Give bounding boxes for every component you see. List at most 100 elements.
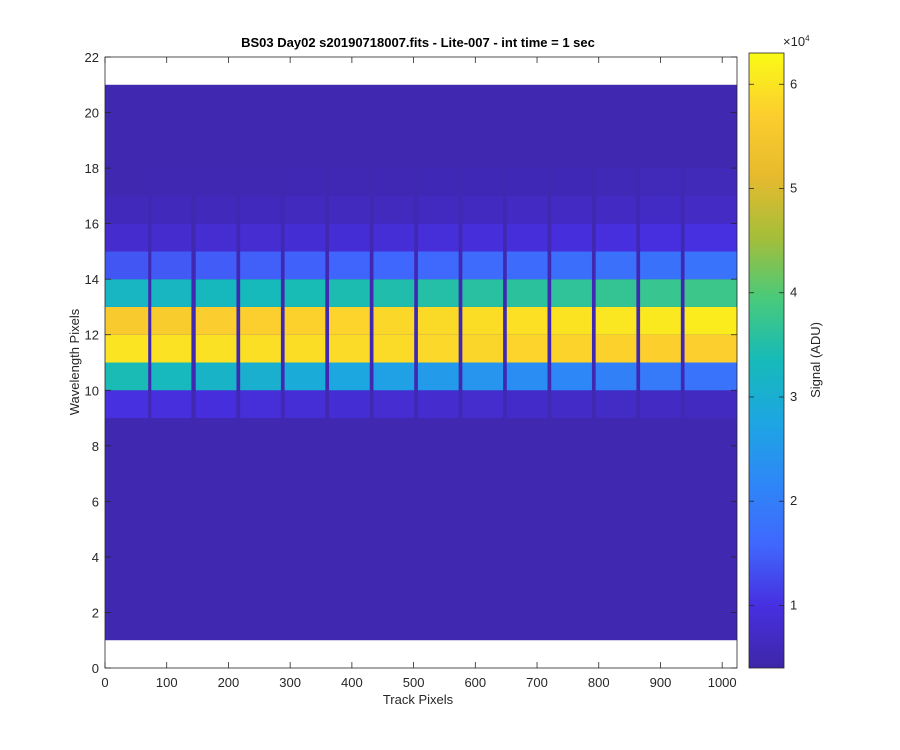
colorbar-tick-label: 3: [790, 389, 797, 404]
heatmap-cell: [551, 168, 592, 196]
heatmap-cell: [595, 251, 637, 280]
heatmap-cell: [595, 334, 637, 363]
heatmap-cell: [105, 195, 149, 224]
heatmap-cell: [284, 168, 326, 196]
heatmap-cell: [551, 195, 592, 224]
colorbar-tick-label: 4: [790, 285, 797, 300]
heatmap-cell: [595, 195, 637, 224]
heatmap-cell: [105, 223, 149, 252]
heatmap-cell: [105, 251, 149, 280]
heatmap-cell: [640, 362, 681, 391]
heatmap-cell: [329, 251, 370, 280]
y-tick-label: 22: [85, 50, 99, 65]
y-tick-label: 8: [92, 439, 99, 454]
heatmap-cell: [284, 279, 326, 307]
heatmap-cell: [551, 390, 592, 419]
heatmap-cell: [595, 279, 637, 307]
heatmap-cell: [506, 362, 548, 391]
heatmap-cell: [195, 279, 237, 307]
heatmap-cell: [506, 195, 548, 224]
heatmap-cell: [640, 390, 681, 419]
heatmap-cell: [373, 279, 415, 307]
heatmap-cell: [240, 195, 281, 224]
plot-frame: [104, 56, 738, 669]
x-tick-label: 700: [526, 675, 548, 690]
heatmap-cell: [284, 223, 326, 252]
heatmap-cell: [151, 279, 192, 307]
heatmap-cell: [684, 334, 737, 363]
heatmap-cell: [329, 168, 370, 196]
heatmap-cell: [595, 362, 637, 391]
y-tick-label: 14: [85, 272, 99, 287]
x-tick-label: 900: [650, 675, 672, 690]
heatmap-cell: [640, 251, 681, 280]
colorbar-scale-base: ×10: [783, 34, 805, 49]
heatmap-cell: [640, 195, 681, 224]
heatmap-cell: [506, 390, 548, 419]
heatmap-cell: [506, 334, 548, 363]
heatmap-cell: [284, 195, 326, 224]
heatmap-cell: [595, 168, 637, 196]
heatmap-cell: [684, 251, 737, 280]
heatmap-cell: [284, 306, 326, 335]
heatmap-cell: [329, 334, 370, 363]
colorbar-tick-label: 5: [790, 181, 797, 196]
colorbar-tick-label: 1: [790, 597, 797, 612]
heatmap-cell: [462, 362, 504, 391]
heatmap-cell: [684, 362, 737, 391]
heatmap-cell: [240, 334, 281, 363]
heatmap-cell: [640, 168, 681, 196]
heatmap-cell: [417, 362, 459, 391]
heatmap-cell: [417, 223, 459, 252]
colorbar-label: Signal (ADU): [808, 322, 823, 398]
y-tick-label: 6: [92, 494, 99, 509]
colorbar-tick-label: 2: [790, 493, 797, 508]
x-tick-label: 600: [464, 675, 486, 690]
heatmap-cell: [240, 223, 281, 252]
colorbar-gradient: [748, 52, 785, 669]
heatmap-cell: [240, 251, 281, 280]
x-axis-label: Track Pixels: [383, 692, 454, 707]
y-axis-label: Wavelength Pixels: [67, 308, 82, 415]
y-tick-label: 16: [85, 217, 99, 232]
chart-title: BS03 Day02 s20190718007.fits - Lite-007 …: [241, 35, 595, 50]
heatmap-cell: [551, 362, 592, 391]
heatmap-cell: [640, 279, 681, 307]
heatmap-cell: [462, 223, 504, 252]
heatmap-cell: [329, 390, 370, 419]
heatmap-cell: [151, 390, 192, 419]
heatmap-cell: [417, 279, 459, 307]
heatmap-cell: [151, 251, 192, 280]
heatmap-cell: [551, 279, 592, 307]
heatmap-cell: [105, 306, 149, 335]
heatmap-cell: [684, 195, 737, 224]
heatmap-cell: [506, 306, 548, 335]
heatmap-cell: [240, 279, 281, 307]
y-tick-label: 10: [85, 383, 99, 398]
heatmap-cell: [640, 306, 681, 335]
y-tick-label: 4: [92, 550, 99, 565]
heatmap-cell: [105, 279, 149, 307]
x-axis-ticks: 0 100 200 300 400 500 600 700 800 900 1000: [101, 57, 737, 690]
plot-area: 0 100 200 300 400 500 600 700 800 900 1000 0 2 4 6 8 10…: [85, 50, 738, 690]
heatmap-cell: [105, 334, 149, 363]
heatmap-cell: [240, 306, 281, 335]
heatmap-cell: [329, 279, 370, 307]
heatmap-cell: [373, 223, 415, 252]
heatmap-cell: [284, 390, 326, 419]
heatmap-cell: [195, 168, 237, 196]
heatmap-cell: [195, 390, 237, 419]
heatmap-cell: [151, 168, 192, 196]
heatmap-cell: [151, 223, 192, 252]
heatmap-cell: [684, 223, 737, 252]
heatmap-cell: [284, 334, 326, 363]
x-tick-label: 400: [341, 675, 363, 690]
heatmap-cell: [417, 306, 459, 335]
heatmap-cell: [284, 362, 326, 391]
heatmap-cell: [329, 306, 370, 335]
heatmap-cell: [640, 223, 681, 252]
y-tick-label: 12: [85, 328, 99, 343]
y-tick-label: 0: [92, 661, 99, 676]
heatmap-cell: [284, 251, 326, 280]
